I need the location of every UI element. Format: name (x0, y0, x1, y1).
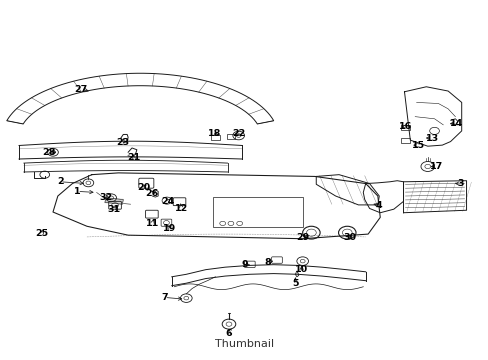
Text: 15: 15 (411, 141, 424, 150)
Text: 25: 25 (35, 229, 48, 238)
Bar (211, 135, 219, 140)
Bar (400, 138, 409, 143)
Text: 30: 30 (343, 233, 356, 242)
Text: 23: 23 (116, 138, 129, 147)
Text: 1: 1 (74, 187, 81, 196)
Text: 5: 5 (291, 279, 298, 288)
Text: 18: 18 (207, 129, 221, 138)
Text: 29: 29 (295, 233, 309, 242)
Text: 28: 28 (42, 148, 55, 157)
Text: 21: 21 (127, 153, 140, 162)
Bar (226, 134, 235, 139)
Polygon shape (53, 173, 380, 239)
Text: 4: 4 (375, 201, 382, 210)
Text: 20: 20 (137, 183, 150, 192)
Text: 3: 3 (456, 179, 463, 188)
Text: 12: 12 (175, 204, 188, 213)
Text: 14: 14 (449, 118, 463, 127)
Text: 24: 24 (161, 197, 174, 206)
Text: 26: 26 (144, 189, 158, 198)
Bar (400, 125, 409, 130)
Polygon shape (104, 198, 123, 204)
Text: 11: 11 (145, 219, 159, 228)
Polygon shape (363, 181, 403, 213)
Text: 32: 32 (100, 193, 113, 202)
Text: 2: 2 (57, 177, 63, 186)
Text: 17: 17 (429, 162, 442, 171)
Text: 22: 22 (232, 129, 245, 138)
Polygon shape (403, 181, 466, 213)
Text: 19: 19 (163, 224, 176, 233)
Polygon shape (404, 87, 461, 146)
Text: 8: 8 (264, 258, 270, 267)
Text: 13: 13 (425, 134, 438, 143)
Text: 9: 9 (241, 260, 247, 269)
Polygon shape (316, 175, 379, 205)
Text: 10: 10 (295, 265, 307, 274)
Text: 31: 31 (107, 205, 120, 214)
Text: 7: 7 (161, 293, 167, 302)
Text: 16: 16 (398, 122, 411, 131)
Text: 6: 6 (225, 329, 232, 338)
Bar (213, 197, 302, 227)
Text: Thumbnail: Thumbnail (215, 339, 273, 349)
Text: 27: 27 (74, 85, 87, 94)
